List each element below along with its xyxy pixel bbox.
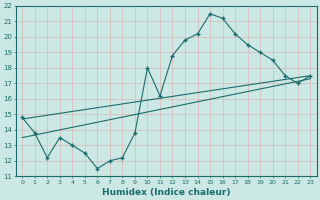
X-axis label: Humidex (Indice chaleur): Humidex (Indice chaleur) bbox=[102, 188, 230, 197]
